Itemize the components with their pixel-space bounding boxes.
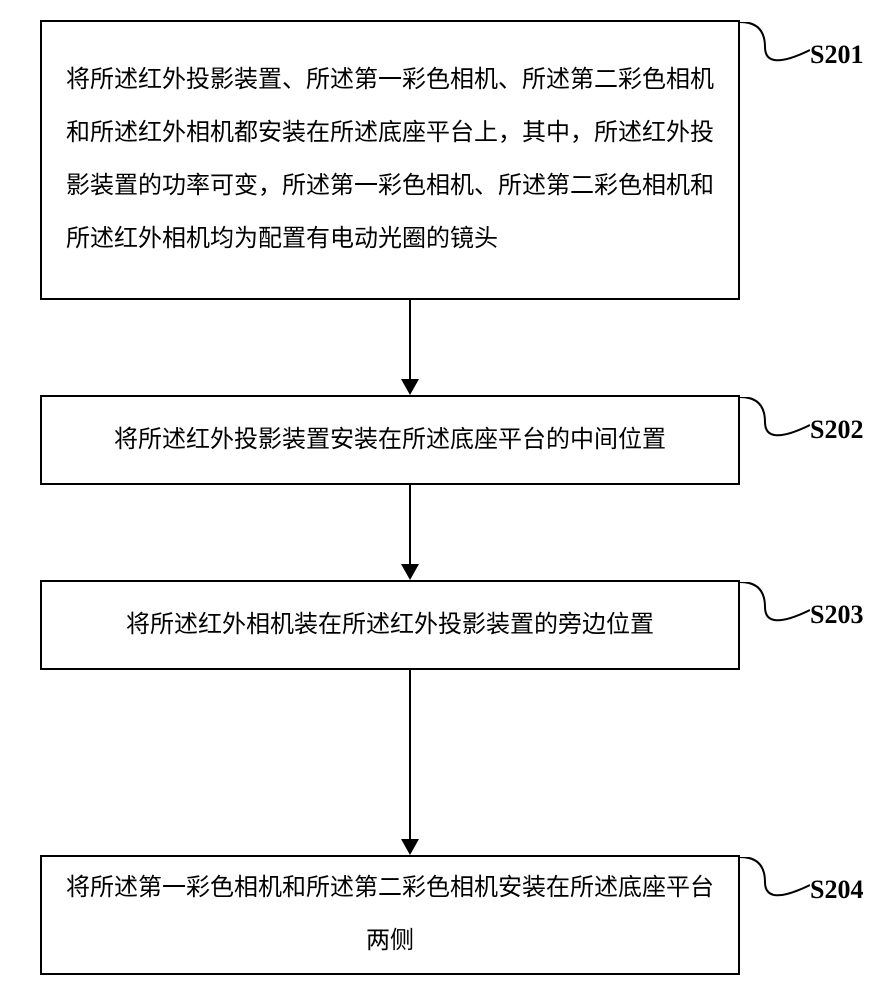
step-label-s204: S204 — [810, 875, 863, 905]
bracket-s202 — [740, 397, 810, 452]
step-box-s202: 将所述红外投影装置安装在所述底座平台的中间位置 — [40, 395, 740, 485]
arrow-2 — [40, 485, 780, 580]
step-box-s203: 将所述红外相机装在所述红外投影装置的旁边位置 — [40, 580, 740, 670]
step-label-s202: S202 — [810, 415, 863, 445]
step-text-s201: 将所述红外投影装置、所述第一彩色相机、所述第二彩色相机和所述红外相机都安装在所述… — [66, 54, 714, 265]
step-box-s204: 将所述第一彩色相机和所述第二彩色相机安装在所述底座平台两侧 — [40, 855, 740, 975]
bracket-s201 — [740, 22, 810, 77]
step-text-s202: 将所述红外投影装置安装在所述底座平台的中间位置 — [66, 414, 714, 467]
arrow-1 — [40, 300, 780, 395]
bracket-s204 — [740, 857, 810, 912]
step-text-s204: 将所述第一彩色相机和所述第二彩色相机安装在所述底座平台两侧 — [66, 862, 714, 968]
arrow-3 — [40, 670, 780, 855]
bracket-s203 — [740, 582, 810, 637]
step-text-s203: 将所述红外相机装在所述红外投影装置的旁边位置 — [66, 599, 714, 652]
step-label-s201: S201 — [810, 40, 863, 70]
flowchart-canvas: 将所述红外投影装置、所述第一彩色相机、所述第二彩色相机和所述红外相机都安装在所述… — [0, 0, 885, 1000]
step-label-s203: S203 — [810, 600, 863, 630]
step-box-s201: 将所述红外投影装置、所述第一彩色相机、所述第二彩色相机和所述红外相机都安装在所述… — [40, 20, 740, 300]
